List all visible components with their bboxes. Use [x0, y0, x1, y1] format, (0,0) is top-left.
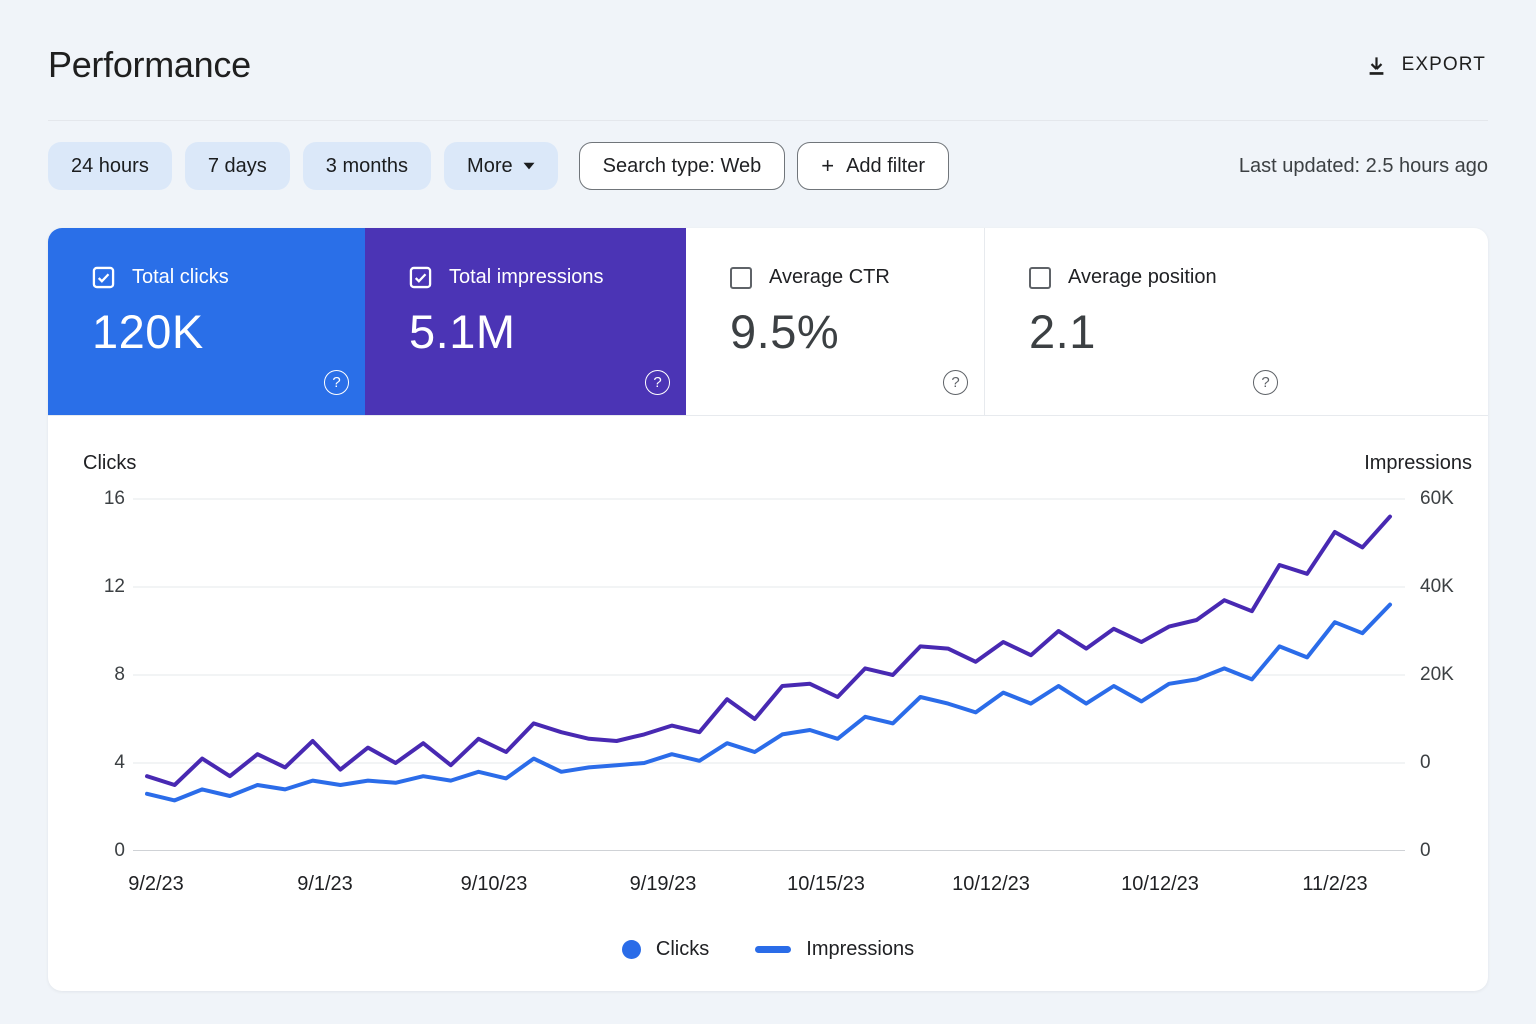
tile-filler — [1294, 228, 1488, 415]
add-filter-label: Add filter — [846, 155, 925, 178]
header-divider — [48, 120, 1488, 121]
checkbox-unchecked-icon[interactable] — [730, 267, 752, 289]
page-title: Performance — [48, 44, 251, 86]
help-icon[interactable]: ? — [645, 370, 670, 395]
right-axis-tick: 0 — [1420, 839, 1431, 863]
performance-page: Performance EXPORT 24 hours 7 days 3 mon… — [0, 0, 1536, 991]
right-axis-tick: 40K — [1420, 575, 1454, 599]
help-icon[interactable]: ? — [324, 370, 349, 395]
checkbox-checked-icon[interactable] — [92, 266, 115, 289]
left-axis-tick: 8 — [48, 663, 125, 687]
x-axis-tick: 9/2/23 — [128, 873, 184, 896]
download-icon — [1365, 54, 1388, 77]
help-glyph: ? — [653, 375, 661, 390]
search-type-label: Search type: Web — [603, 155, 762, 178]
tile-head: Total clicks — [92, 266, 365, 289]
caret-down-icon — [523, 162, 535, 170]
tile-value: 2.1 — [1029, 304, 1294, 359]
help-icon[interactable]: ? — [943, 370, 968, 395]
x-axis-tick: 11/2/23 — [1302, 873, 1367, 896]
chip-more[interactable]: More — [444, 142, 558, 190]
legend-item-impressions: Impressions — [755, 938, 914, 961]
x-axis-tick: 9/10/23 — [461, 873, 528, 896]
x-axis-tick: 10/12/23 — [1121, 873, 1199, 896]
export-button[interactable]: EXPORT — [1363, 50, 1488, 81]
chip-label: 3 months — [326, 155, 408, 178]
add-filter-button[interactable]: + Add filter — [797, 142, 949, 190]
right-axis-title: Impressions — [1364, 452, 1472, 475]
tile-label: Average position — [1068, 266, 1217, 289]
x-axis-tick: 9/19/23 — [630, 873, 697, 896]
chip-label: 7 days — [208, 155, 267, 178]
tile-head: Total impressions — [409, 266, 686, 289]
left-axis-tick: 0 — [48, 839, 125, 863]
clicks-dot-swatch — [622, 940, 641, 959]
chip-label: More — [467, 155, 513, 178]
impressions-dash-swatch — [755, 946, 791, 953]
page-header: Performance EXPORT — [48, 0, 1488, 86]
x-axis-tick: 10/12/23 — [952, 873, 1030, 896]
chip-label: 24 hours — [71, 155, 149, 178]
left-axis-tick: 16 — [48, 487, 125, 511]
performance-card: Total clicks 120K ? Total impressions 5.… — [48, 228, 1488, 991]
x-axis-tick: 10/15/23 — [787, 873, 865, 896]
chip-7-days[interactable]: 7 days — [185, 142, 290, 190]
help-glyph: ? — [332, 375, 340, 390]
tile-value: 5.1M — [409, 304, 686, 359]
chart-legend: Clicks Impressions — [48, 938, 1488, 961]
search-type-button[interactable]: Search type: Web — [579, 142, 786, 190]
chip-3-months[interactable]: 3 months — [303, 142, 431, 190]
tile-head: Average CTR — [730, 266, 984, 289]
performance-chart: Clicks Impressions 16 12 8 4 0 60K 40K 2… — [48, 416, 1488, 991]
tile-value: 9.5% — [730, 304, 984, 359]
tile-head: Average position — [1029, 266, 1294, 289]
x-axis-tick: 9/1/23 — [297, 873, 353, 896]
last-updated-text: Last updated: 2.5 hours ago — [1239, 155, 1488, 178]
legend-label: Impressions — [806, 938, 914, 961]
checkbox-checked-icon[interactable] — [409, 266, 432, 289]
tile-total-clicks[interactable]: Total clicks 120K ? — [48, 228, 365, 415]
help-glyph: ? — [1261, 375, 1269, 390]
chip-24-hours[interactable]: 24 hours — [48, 142, 172, 190]
tile-label: Average CTR — [769, 266, 890, 289]
left-axis-tick: 4 — [48, 751, 125, 775]
right-axis-tick: 0 — [1420, 751, 1431, 775]
right-axis-tick: 20K — [1420, 663, 1454, 687]
tile-label: Total clicks — [132, 266, 229, 289]
tile-label: Total impressions — [449, 266, 604, 289]
help-glyph: ? — [951, 375, 959, 390]
export-label: EXPORT — [1402, 54, 1486, 76]
tile-average-position[interactable]: Average position 2.1 ? — [984, 228, 1294, 415]
help-icon[interactable]: ? — [1253, 370, 1278, 395]
tile-value: 120K — [92, 304, 365, 359]
plus-icon: + — [821, 155, 834, 177]
legend-label: Clicks — [656, 938, 709, 961]
filter-bar: 24 hours 7 days 3 months More Search typ… — [48, 142, 1488, 190]
left-axis-tick: 12 — [48, 575, 125, 599]
tile-average-ctr[interactable]: Average CTR 9.5% ? — [686, 228, 984, 415]
metric-tiles: Total clicks 120K ? Total impressions 5.… — [48, 228, 1488, 416]
tile-total-impressions[interactable]: Total impressions 5.1M ? — [365, 228, 686, 415]
legend-item-clicks: Clicks — [622, 938, 709, 961]
right-axis-tick: 60K — [1420, 487, 1454, 511]
checkbox-unchecked-icon[interactable] — [1029, 267, 1051, 289]
chart-plot — [133, 498, 1405, 852]
left-axis-title: Clicks — [83, 452, 136, 475]
